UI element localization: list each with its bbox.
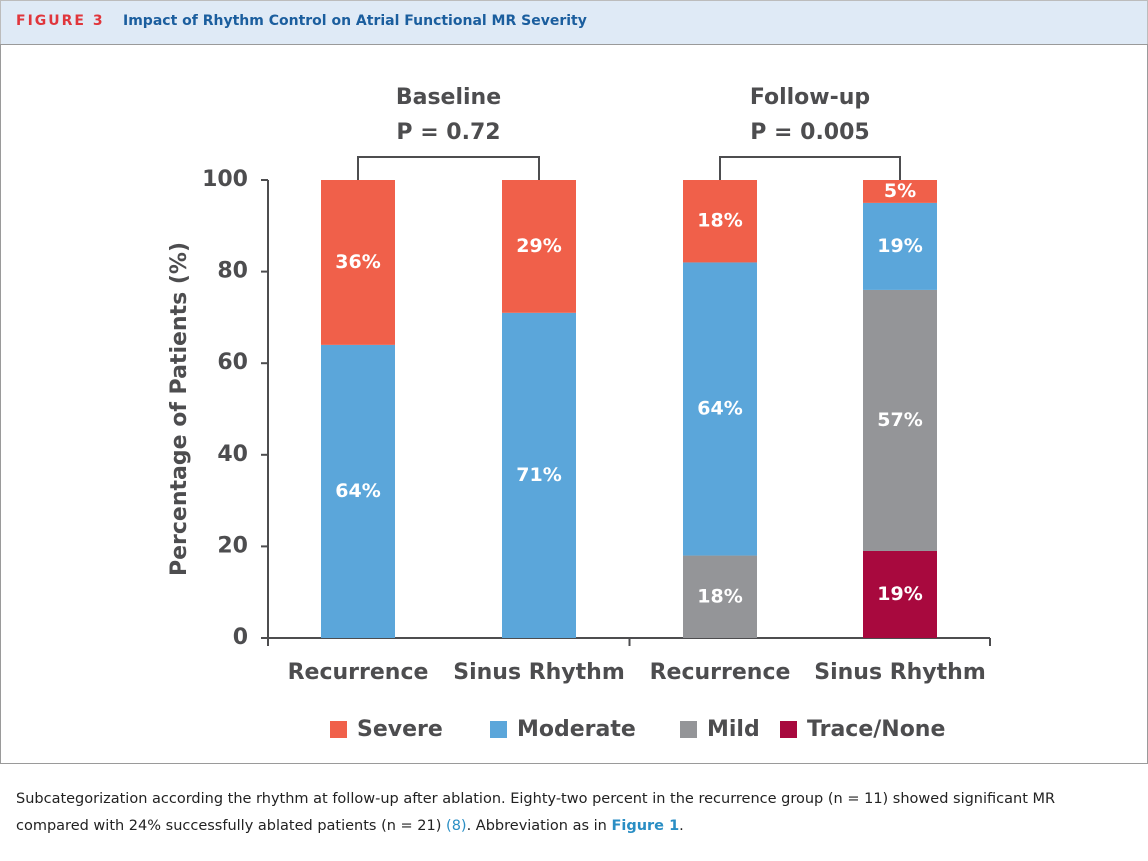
data-label: 29% bbox=[516, 235, 561, 257]
group-label: Baseline bbox=[396, 85, 501, 110]
group-p-value: P = 0.005 bbox=[750, 120, 869, 145]
legend-label: Trace/None bbox=[807, 717, 945, 742]
bracket bbox=[357, 156, 540, 180]
data-label: 18% bbox=[697, 210, 742, 232]
caption-text: . Abbreviation as in bbox=[466, 818, 612, 834]
bar-segment bbox=[863, 180, 937, 203]
y-tick-label: 60 bbox=[217, 350, 248, 375]
y-tick-label: 80 bbox=[217, 259, 248, 284]
group-label: Follow-up bbox=[750, 85, 870, 110]
legend-swatch bbox=[490, 721, 507, 738]
bar-segment bbox=[863, 202, 937, 290]
group-p-value: P = 0.72 bbox=[396, 120, 500, 145]
bar-segment bbox=[321, 180, 395, 345]
y-tick-label: 20 bbox=[217, 533, 248, 558]
bar-segment bbox=[683, 555, 757, 638]
x-tick-label: Recurrence bbox=[650, 660, 791, 685]
y-tick-label: 100 bbox=[202, 167, 248, 192]
citation-link[interactable]: (8) bbox=[446, 818, 467, 834]
legend-swatch bbox=[680, 721, 697, 738]
legend-label: Mild bbox=[707, 717, 760, 742]
x-tick-label: Recurrence bbox=[288, 660, 429, 685]
y-tick-label: 40 bbox=[217, 442, 248, 467]
data-label: 71% bbox=[516, 464, 561, 486]
caption: Subcategorization according the rhythm a… bbox=[16, 786, 1126, 840]
figure-link[interactable]: Figure 1 bbox=[611, 818, 680, 834]
bar-segment bbox=[863, 550, 937, 638]
legend-swatch bbox=[780, 721, 797, 738]
figure-title: Impact of Rhythm Control on Atrial Funct… bbox=[123, 13, 587, 29]
bracket bbox=[719, 156, 901, 180]
legend-swatch bbox=[330, 721, 347, 738]
bar-segment bbox=[502, 312, 576, 638]
figure-label: FIGURE 3 bbox=[16, 13, 105, 29]
data-label: 64% bbox=[335, 480, 380, 502]
data-label: 57% bbox=[877, 409, 922, 431]
bar-segment bbox=[863, 289, 937, 551]
x-tick-label: Sinus Rhythm bbox=[453, 660, 625, 685]
x-tick-label: Sinus Rhythm bbox=[814, 660, 986, 685]
data-label: 36% bbox=[335, 251, 380, 273]
data-label: 19% bbox=[877, 235, 922, 257]
bar-segment bbox=[321, 344, 395, 638]
data-label: 19% bbox=[877, 583, 922, 605]
y-tick-label: 0 bbox=[233, 625, 248, 650]
legend-label: Moderate bbox=[517, 717, 636, 742]
data-label: 64% bbox=[697, 398, 742, 420]
bar-segment bbox=[683, 180, 757, 263]
caption-text: . bbox=[679, 818, 684, 834]
data-label: 18% bbox=[697, 585, 742, 607]
data-label: 5% bbox=[884, 180, 916, 202]
bar-segment bbox=[683, 262, 757, 556]
bar-segment bbox=[502, 180, 576, 313]
caption-text: Subcategorization according the rhythm a… bbox=[16, 791, 1056, 834]
y-axis-title: Percentage of Patients (%) bbox=[167, 242, 192, 576]
figure-header: FIGURE 3 Impact of Rhythm Control on Atr… bbox=[0, 0, 1148, 44]
legend-label: Severe bbox=[357, 717, 443, 742]
